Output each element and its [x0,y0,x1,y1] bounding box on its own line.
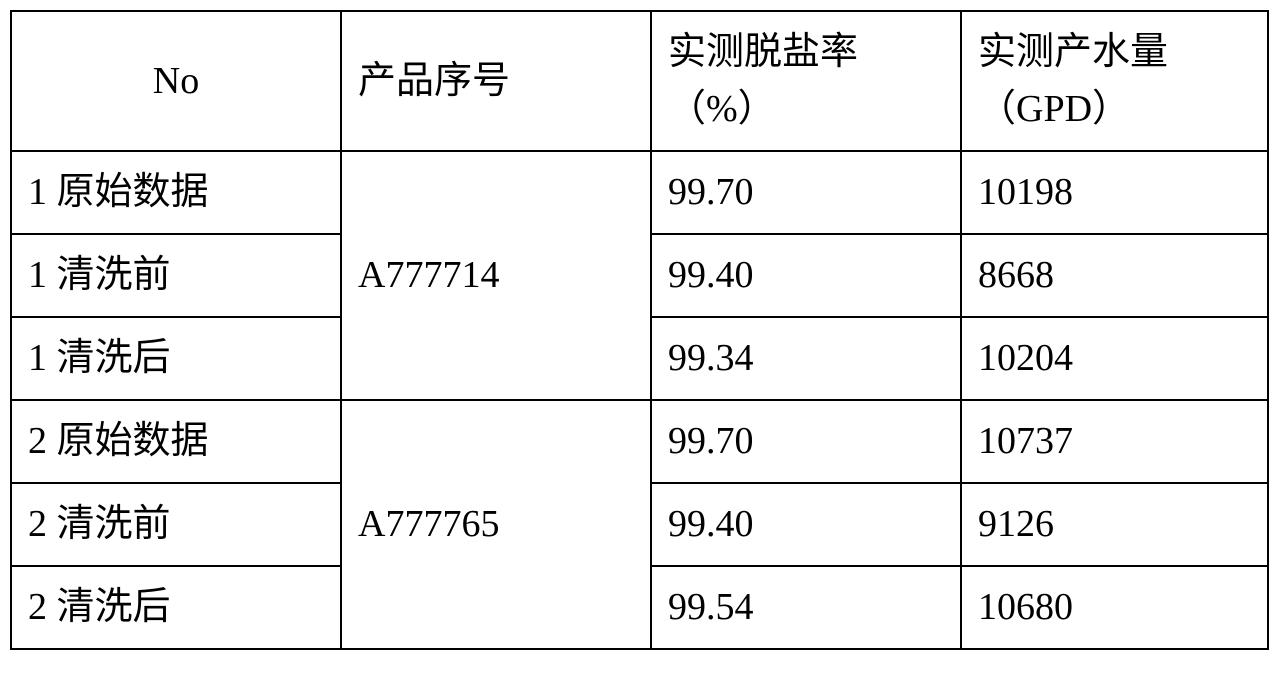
cell-flow: 9126 [961,483,1268,566]
cell-no: 2 清洗后 [11,566,341,649]
cell-flow: 10198 [961,151,1268,234]
table-row: 2 原始数据 A777765 99.70 10737 [11,400,1268,483]
table-header-row: No 产品序号 实测脱盐率（%） 实测产水量（GPD） [11,11,1268,151]
cell-rate: 99.40 [651,234,961,317]
cell-no: 2 清洗前 [11,483,341,566]
col-header-prod: 产品序号 [341,11,651,151]
cell-flow: 10737 [961,400,1268,483]
cell-rate: 99.54 [651,566,961,649]
data-table: No 产品序号 实测脱盐率（%） 实测产水量（GPD） 1 原始数据 A7777… [10,10,1269,650]
cell-no: 1 清洗后 [11,317,341,400]
cell-flow: 10680 [961,566,1268,649]
cell-flow: 10204 [961,317,1268,400]
cell-product-serial: A777765 [341,400,651,649]
cell-no: 2 原始数据 [11,400,341,483]
col-header-flow: 实测产水量（GPD） [961,11,1268,151]
cell-no: 1 原始数据 [11,151,341,234]
cell-rate: 99.40 [651,483,961,566]
table-row: 1 原始数据 A777714 99.70 10198 [11,151,1268,234]
cell-rate: 99.70 [651,151,961,234]
cell-rate: 99.34 [651,317,961,400]
cell-no: 1 清洗前 [11,234,341,317]
col-header-rate: 实测脱盐率（%） [651,11,961,151]
cell-rate: 99.70 [651,400,961,483]
cell-flow: 8668 [961,234,1268,317]
col-header-no: No [11,11,341,151]
cell-product-serial: A777714 [341,151,651,400]
